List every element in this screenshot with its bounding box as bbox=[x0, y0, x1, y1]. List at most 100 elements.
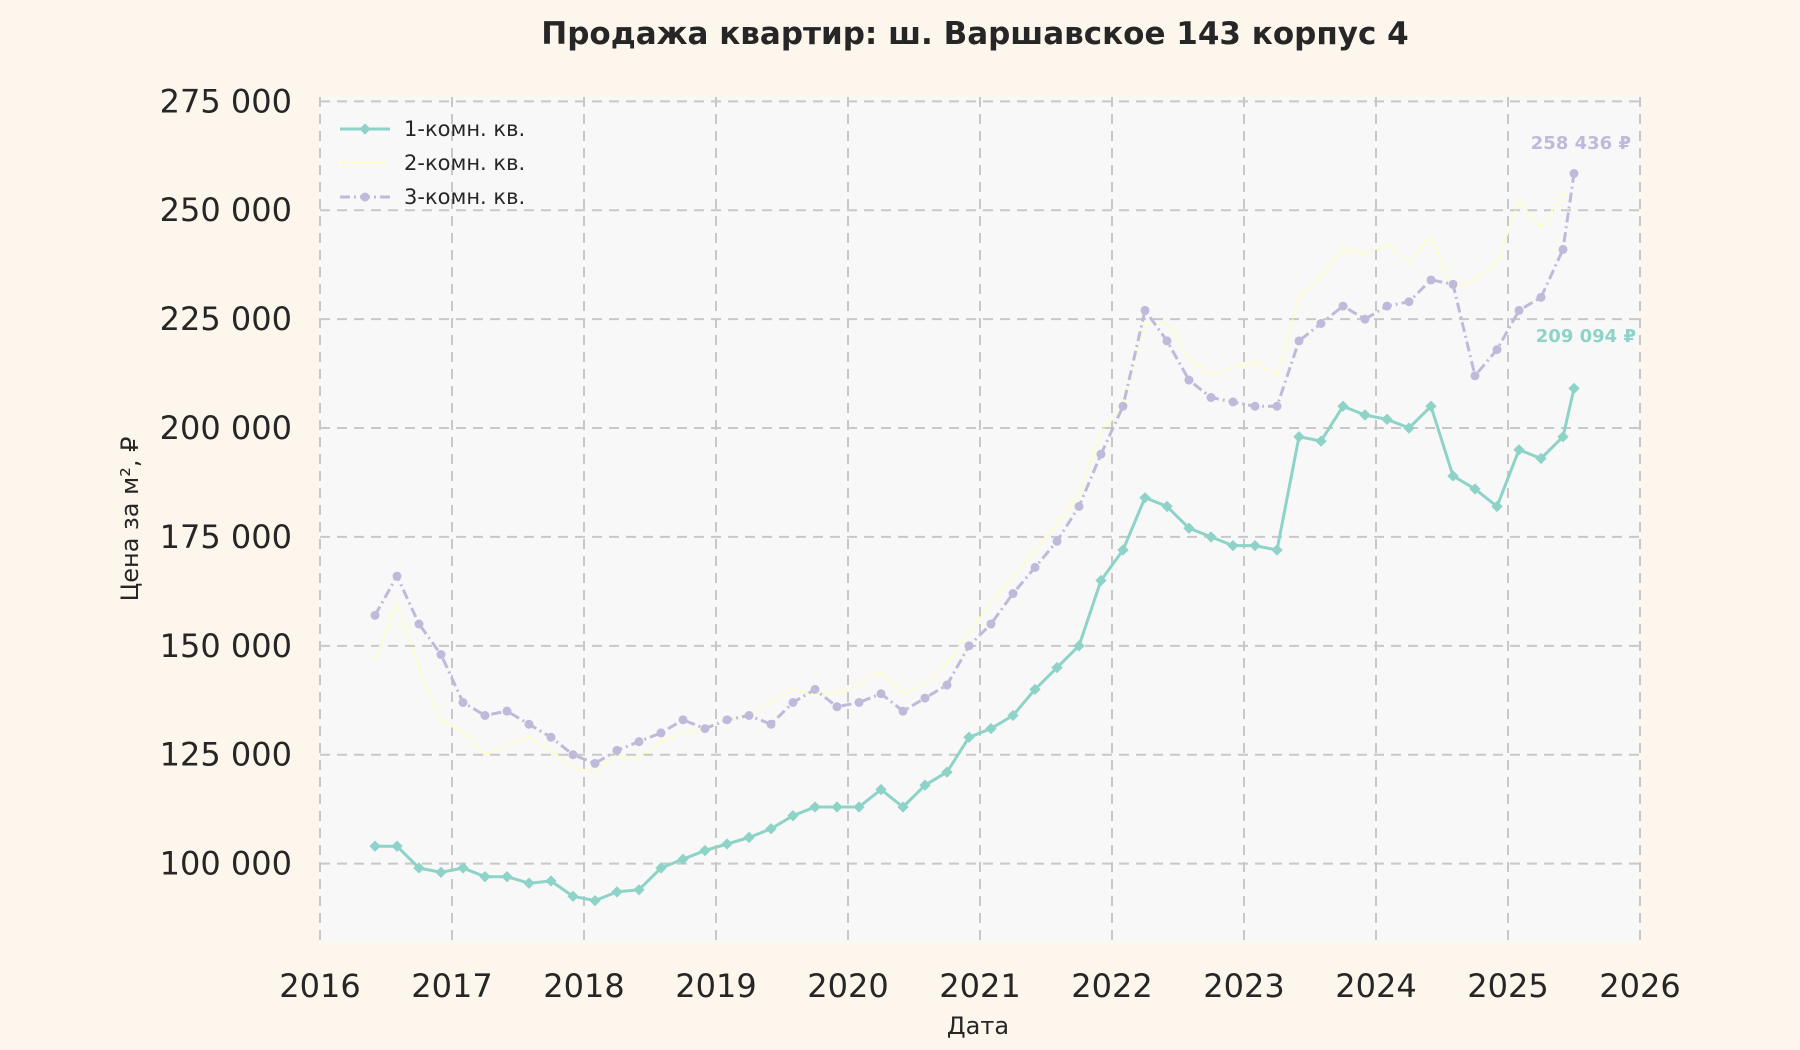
data-point bbox=[1338, 301, 1348, 311]
y-tick-label: 125 000 bbox=[160, 736, 292, 774]
data-point bbox=[1183, 522, 1195, 534]
data-point bbox=[941, 766, 953, 778]
data-point bbox=[677, 853, 689, 865]
data-point bbox=[634, 737, 644, 747]
x-tick-label: 2018 bbox=[543, 967, 624, 1005]
data-point bbox=[876, 689, 886, 699]
data-point bbox=[1558, 244, 1568, 254]
data-point bbox=[1162, 336, 1172, 346]
data-point bbox=[611, 886, 623, 898]
y-axis-label: Цена за м², ₽ bbox=[116, 437, 144, 602]
chart-title: Продажа квартир: ш. Варшавское 143 корпу… bbox=[541, 16, 1408, 52]
data-point bbox=[414, 619, 424, 629]
data-point bbox=[413, 862, 425, 874]
data-point bbox=[1007, 709, 1019, 722]
data-point bbox=[1315, 435, 1327, 447]
data-point bbox=[391, 840, 403, 852]
data-point bbox=[788, 697, 798, 707]
legend-item-2: 2-комн. кв. bbox=[340, 151, 525, 175]
data-point bbox=[392, 571, 402, 581]
data-point bbox=[920, 693, 930, 703]
series-3 bbox=[370, 169, 1579, 768]
data-point bbox=[1029, 683, 1041, 696]
data-point bbox=[1227, 539, 1239, 552]
legend: 1-комн. кв. 2-комн. кв. 3-комн. кв. bbox=[340, 117, 525, 209]
data-point bbox=[1271, 544, 1283, 556]
data-point bbox=[479, 871, 491, 883]
data-point bbox=[854, 697, 864, 707]
data-point bbox=[744, 711, 754, 721]
x-tick-label: 2026 bbox=[1599, 967, 1680, 1005]
data-point bbox=[1403, 422, 1415, 434]
data-point bbox=[831, 801, 843, 813]
data-point bbox=[1117, 544, 1129, 556]
data-point bbox=[1448, 279, 1458, 289]
legend-item-1: 1-комн. кв. bbox=[340, 117, 525, 141]
data-point bbox=[370, 610, 380, 620]
data-point bbox=[1206, 393, 1216, 403]
data-point bbox=[1073, 640, 1085, 652]
data-point bbox=[1359, 409, 1371, 421]
x-tick-label: 2016 bbox=[279, 967, 360, 1005]
data-point bbox=[369, 840, 381, 852]
data-point bbox=[458, 697, 468, 707]
data-point bbox=[480, 711, 490, 721]
data-point bbox=[985, 722, 997, 735]
data-point bbox=[832, 702, 842, 712]
x-tick-label: 2024 bbox=[1335, 967, 1416, 1005]
data-point bbox=[699, 844, 711, 857]
data-point bbox=[1294, 336, 1304, 346]
x-axis: 2016 2017 2018 2019 2020 2021 2022 2023 2024 2025… bbox=[279, 967, 1680, 1005]
data-point bbox=[964, 641, 974, 651]
x-tick-label: 2019 bbox=[675, 967, 756, 1005]
data-point bbox=[787, 810, 799, 822]
legend-label-2: 2-комн. кв. bbox=[404, 151, 525, 175]
data-point bbox=[546, 732, 556, 742]
data-point bbox=[655, 862, 667, 874]
data-point bbox=[1316, 318, 1326, 328]
data-point bbox=[1447, 470, 1459, 482]
data-point bbox=[963, 731, 975, 743]
data-point bbox=[1095, 574, 1107, 587]
data-point bbox=[1184, 375, 1194, 385]
data-point bbox=[919, 779, 931, 791]
data-point bbox=[1513, 444, 1525, 456]
end-label-1komn: 209 094 ₽ bbox=[1536, 326, 1636, 347]
data-point bbox=[1557, 431, 1569, 443]
x-tick-label: 2022 bbox=[1071, 967, 1152, 1005]
data-point bbox=[1535, 452, 1547, 465]
data-point bbox=[766, 719, 776, 729]
data-point bbox=[1404, 297, 1414, 307]
data-point bbox=[1228, 397, 1238, 407]
data-point bbox=[1491, 500, 1503, 513]
data-point bbox=[765, 823, 777, 835]
data-point bbox=[1360, 314, 1370, 324]
data-point bbox=[1249, 539, 1261, 552]
data-point bbox=[524, 719, 534, 729]
data-point bbox=[721, 838, 733, 850]
data-point bbox=[633, 884, 645, 896]
data-point bbox=[1205, 531, 1217, 543]
series-line bbox=[374, 191, 1575, 774]
y-tick-label: 100 000 bbox=[160, 845, 292, 883]
data-point bbox=[1568, 382, 1580, 395]
data-point bbox=[1051, 661, 1063, 674]
data-point bbox=[1139, 492, 1151, 504]
data-point bbox=[875, 783, 887, 796]
grid bbox=[319, 97, 1641, 942]
data-point bbox=[1536, 292, 1546, 302]
data-point bbox=[986, 619, 996, 629]
x-tick-label: 2023 bbox=[1203, 967, 1284, 1005]
series-1 bbox=[369, 382, 1580, 907]
y-tick-label: 225 000 bbox=[160, 300, 292, 338]
data-point bbox=[809, 801, 821, 813]
data-point bbox=[1250, 401, 1260, 411]
data-point bbox=[1272, 401, 1282, 411]
y-tick-label: 175 000 bbox=[160, 518, 292, 556]
series-2 bbox=[374, 191, 1575, 774]
data-point bbox=[435, 866, 447, 878]
data-point bbox=[1140, 305, 1150, 315]
data-point bbox=[810, 684, 820, 694]
data-point bbox=[1470, 371, 1480, 381]
data-point bbox=[1052, 536, 1062, 546]
